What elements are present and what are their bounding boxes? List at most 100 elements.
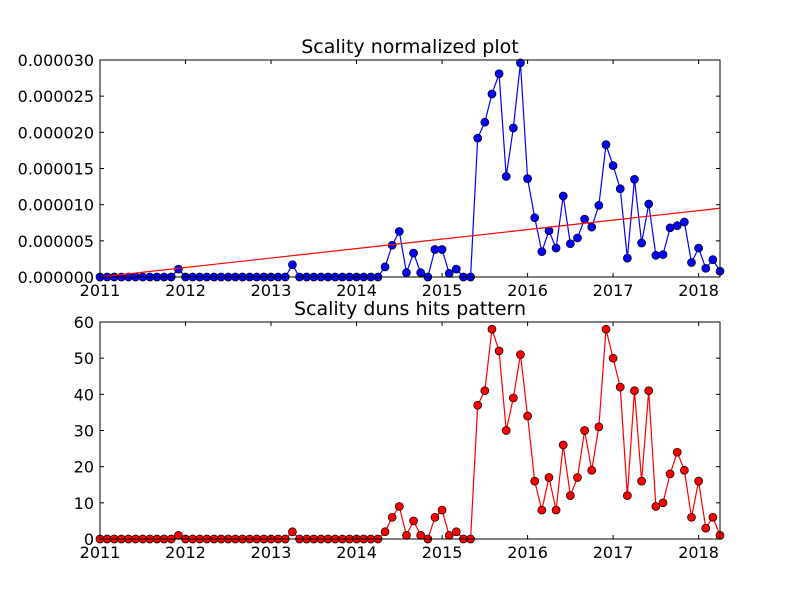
chart-2-point-2018-03 — [708, 512, 718, 522]
chart-2-point-2018-02 — [701, 523, 711, 533]
chart-1-point-2016-12 — [601, 140, 611, 149]
chart-1-x-tick-label: 2017 — [593, 281, 634, 300]
chart-2-point-2016-01 — [523, 411, 532, 421]
chart-2-point-2015-10 — [501, 426, 511, 435]
chart-2-point-2017-11 — [680, 465, 689, 475]
chart-2-point-2016-10 — [587, 465, 597, 475]
chart-1-y-tick-label: 0.000015 — [18, 160, 94, 179]
chart-2-x-tick-label: 2011 — [80, 543, 121, 562]
chart-1-x-tick-label: 2014 — [336, 281, 377, 300]
chart-1-point-2016-08 — [573, 233, 582, 243]
chart-2-point-2016-03 — [537, 505, 547, 515]
chart-1-point-2017-08 — [658, 250, 668, 259]
chart-1-point-2015-03 — [451, 264, 461, 274]
chart-1-point-2016-10 — [587, 222, 597, 232]
chart-1-point-2016-05 — [551, 243, 561, 253]
chart-1-point-2016-01 — [523, 174, 532, 183]
chart-1-point-2017-06 — [644, 199, 654, 209]
chart-1-point-2016-02 — [530, 213, 540, 223]
chart-2-point-2013-04 — [288, 527, 297, 537]
chart-2-x-tick-label: 2015 — [422, 543, 463, 562]
chart-2-point-2015-02 — [444, 531, 454, 540]
chart-1-point-2014-09 — [409, 248, 418, 258]
chart-2-point-2015-12 — [516, 350, 525, 359]
chart-2-point-2016-09 — [580, 426, 589, 435]
chart-2-plot-area — [100, 322, 720, 539]
chart-1-y-tick-label: 0.000020 — [18, 123, 94, 142]
chart-2-point-2017-12 — [687, 512, 696, 522]
chart-2-point-2014-10 — [416, 531, 426, 540]
chart-1-point-2017-05 — [637, 238, 646, 248]
chart-2-point-2016-04 — [544, 473, 554, 482]
chart-1-point-2015-12 — [516, 58, 525, 68]
chart-2-point-2016-02 — [530, 476, 540, 486]
chart-2-y-tick-label: 30 — [74, 422, 94, 441]
chart-1-point-2017-07 — [651, 250, 661, 260]
chart-2-y-tick-label: 50 — [74, 349, 94, 368]
chart-1-point-2015-10 — [501, 172, 511, 181]
chart-1: 2011 2012 2013 2014 2015 2016 2017 2018 0.000000… — [18, 36, 725, 300]
chart-2-point-2016-12 — [601, 324, 611, 334]
chart-1-point-2015-08 — [487, 89, 497, 99]
chart-2-point-2017-10 — [672, 447, 682, 457]
chart-2-point-2016-05 — [551, 505, 561, 515]
chart-1-point-2017-10 — [672, 221, 682, 230]
chart-2-point-2016-07 — [565, 491, 575, 500]
chart-2-x-tick-label: 2016 — [507, 543, 548, 562]
chart-1-point-2017-04 — [630, 175, 639, 184]
chart-1-x-tick-label: 2013 — [251, 281, 292, 300]
chart-1-x-tick-label: 2011 — [80, 281, 121, 300]
chart-2-point-2017-01 — [608, 353, 618, 363]
chart-1-point-2018-01 — [694, 243, 703, 253]
chart-1-point-2015-07 — [480, 117, 490, 127]
chart-2-point-2014-06 — [387, 512, 397, 522]
chart-2-point-2017-08 — [658, 498, 668, 508]
chart-1-point-2017-09 — [665, 223, 675, 233]
chart-2-x-tick-label: 2017 — [593, 543, 634, 562]
chart-2-point-2015-01 — [437, 505, 447, 515]
chart-2-point-2015-09 — [494, 346, 504, 356]
chart-1-y-tick-label: 0.000005 — [18, 232, 94, 251]
chart-1-x-tick-label: 2015 — [422, 281, 463, 300]
chart-1-x-tick-label: 2016 — [507, 281, 548, 300]
chart-2-point-2017-06 — [644, 386, 654, 396]
chart-2-point-2018-01 — [694, 476, 703, 486]
chart-2-y-tick-label: 0 — [84, 530, 94, 549]
chart-2-point-2014-07 — [394, 502, 404, 511]
chart-2-point-2017-02 — [615, 382, 625, 392]
chart-1-point-2015-11 — [508, 123, 518, 133]
chart-2-point-2017-04 — [630, 386, 639, 396]
chart-2: 2011 2012 2013 2014 2015 2016 2017 2018 0 10 20 30 4… — [74, 298, 725, 562]
chart-1-point-2013-04 — [288, 260, 297, 270]
chart-1-point-2016-06 — [558, 191, 568, 201]
chart-2-y-tick-label: 10 — [74, 494, 94, 513]
chart-1-point-2017-03 — [623, 253, 632, 263]
chart-1-point-2014-07 — [394, 227, 404, 236]
chart-1-trend-line — [99, 207, 721, 278]
chart-2-x-tick-label: 2012 — [165, 543, 206, 562]
chart-1-point-2017-11 — [680, 217, 689, 227]
chart-2-point-2014-05 — [380, 527, 390, 537]
chart-2-point-2014-08 — [402, 531, 411, 540]
chart-1-point-2015-01 — [437, 245, 447, 254]
chart-1-point-2017-02 — [615, 184, 625, 194]
chart-2-x-tick-label: 2014 — [336, 543, 377, 562]
chart-1-point-2017-12 — [687, 258, 696, 267]
chart-2-x-tick-label: 2018 — [678, 543, 719, 562]
chart-2-point-2015-08 — [487, 324, 497, 334]
chart-2-point-2015-06 — [473, 400, 483, 410]
chart-2-point-2014-12 — [430, 512, 440, 522]
chart-1-point-2016-03 — [537, 247, 547, 257]
chart-1-point-2015-06 — [473, 133, 483, 143]
chart-2-point-2015-03 — [451, 527, 461, 537]
chart-1-y-tick-label: 0.000010 — [18, 196, 94, 215]
chart-1-point-2018-02 — [701, 263, 711, 273]
chart-1-title: Scality normalized plot — [301, 36, 518, 58]
chart-1-y-tick-label: 0.000025 — [18, 87, 94, 106]
chart-1-point-2014-10 — [416, 268, 426, 278]
chart-1-point-2018-03 — [708, 255, 718, 264]
chart-1-x-tick-label: 2012 — [165, 281, 206, 300]
chart-2-point-2017-07 — [651, 502, 661, 511]
